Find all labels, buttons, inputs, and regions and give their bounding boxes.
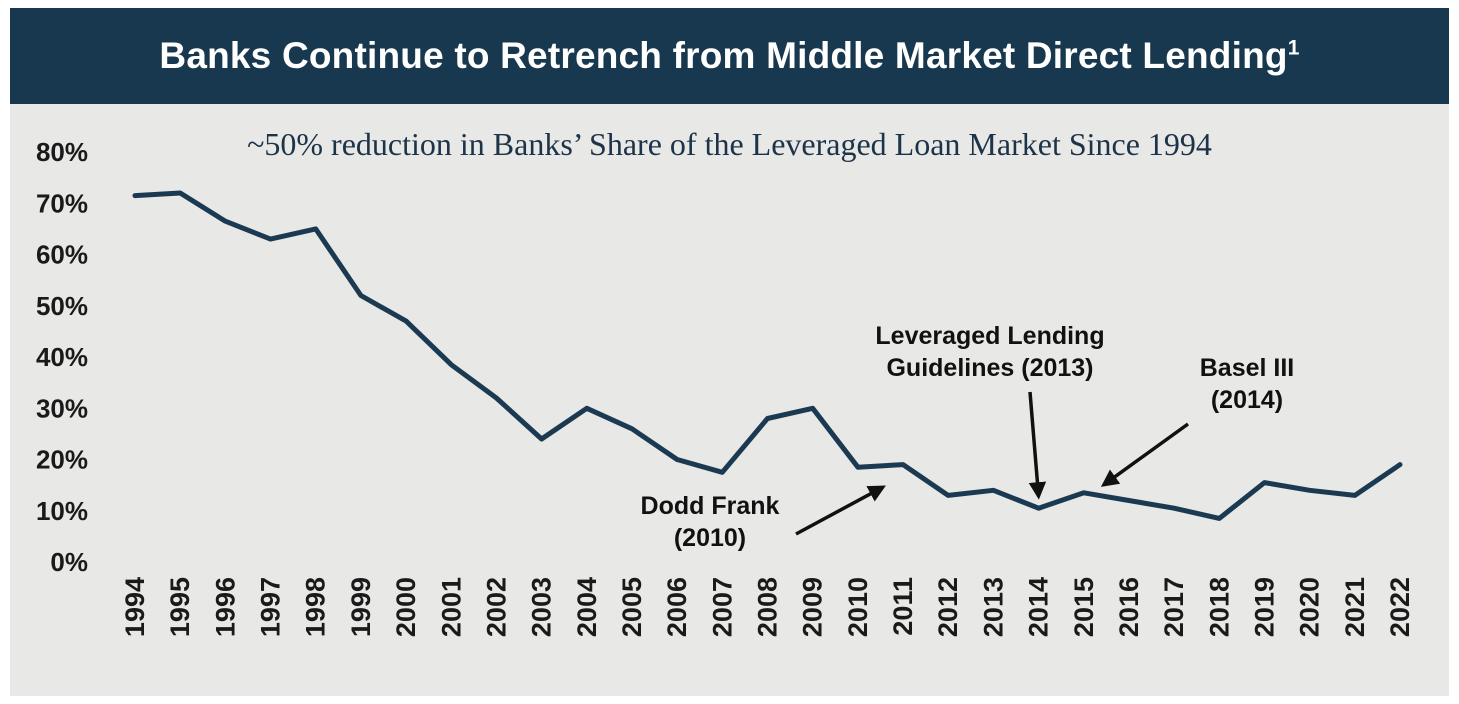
x-axis-tick-label: 2010 [843, 577, 873, 637]
x-axis-tick-label: 2022 [1385, 577, 1415, 637]
y-axis-tick-label: 70% [36, 188, 88, 218]
annotation-arrow [795, 485, 886, 536]
line-chart: 0% 10% 20% 30% 40% 50% 60% 70% 80% 1994 1995 1996 19… [36, 137, 1415, 637]
x-axis-tick-label: 1997 [256, 577, 286, 637]
chart-title-bar: Banks Continue to Retrench from Middle M… [10, 8, 1449, 104]
x-axis-tick-label: 2003 [527, 577, 557, 637]
x-axis-tick-label: 2002 [481, 577, 511, 637]
annotation-label: Guidelines (2013) [886, 354, 1093, 382]
annotation-arrow [1100, 422, 1190, 487]
chart-subtitle: ~50% reduction in Banks’ Share of the Le… [247, 126, 1212, 162]
x-axis-tick-label: 1998 [301, 577, 331, 637]
x-axis-tick-label: 2017 [1159, 577, 1189, 637]
x-axis-tick-label: 2000 [391, 577, 421, 637]
x-axis-tick-label: 2015 [1069, 577, 1099, 637]
x-axis-tick-label: 2006 [662, 577, 692, 637]
x-axis-tick-label: 2016 [1114, 577, 1144, 637]
x-axis-tick-label: 2021 [1340, 577, 1370, 637]
x-axis-tick-label: 2008 [753, 577, 783, 637]
annotation-label: (2010) [674, 524, 746, 552]
x-axis-tick-label: 2007 [707, 577, 737, 637]
x-axis-tick-label: 2004 [572, 577, 602, 637]
x-axis-tick-label: 2001 [436, 577, 466, 637]
x-axis-tick-label: 1994 [120, 577, 150, 637]
annotation-label: (2014) [1211, 386, 1283, 414]
x-axis-tick-label: 2011 [888, 577, 918, 636]
x-axis-tick-label: 1999 [346, 577, 376, 637]
series-line [132, 190, 1403, 521]
chart-title-footnote-marker: 1 [1287, 36, 1300, 60]
annotation-label: Basel III [1200, 354, 1295, 382]
x-axis-tick-label: 2013 [978, 577, 1008, 637]
annotation-label: Dodd Frank [641, 492, 780, 520]
x-axis-tick-label: 1996 [210, 577, 240, 637]
x-axis-tick-label: 2018 [1204, 577, 1234, 637]
chart-panel: ~50% reduction in Banks’ Share of the Le… [10, 104, 1449, 696]
y-axis-tick-label: 30% [36, 393, 88, 423]
chart-title: Banks Continue to Retrench from Middle M… [159, 35, 1299, 77]
x-axis-tick-label: 2019 [1249, 577, 1279, 637]
x-axis-tick-label: 2012 [933, 577, 963, 637]
annotation-arrow [1028, 391, 1047, 500]
y-axis-tick-label: 50% [36, 291, 88, 321]
x-axis-tick-label: 1995 [165, 577, 195, 637]
y-axis-tick-label: 20% [36, 445, 88, 475]
chart-title-text: Banks Continue to Retrench from Middle M… [159, 35, 1288, 76]
y-axis-tick-label: 40% [36, 342, 88, 372]
x-axis-tick-label: 2014 [1024, 577, 1054, 637]
y-axis-tick-label: 60% [36, 240, 88, 270]
annotation-label: Leveraged Lending [875, 322, 1104, 350]
y-axis-tick-label: 10% [36, 496, 88, 526]
x-axis-tick-label: 2009 [798, 577, 828, 637]
x-axis-tick-label: 2005 [617, 577, 647, 637]
x-axis-tick-label: 2020 [1295, 577, 1325, 637]
y-axis-tick-label: 80% [36, 137, 88, 167]
y-axis-tick-label: 0% [50, 547, 88, 577]
